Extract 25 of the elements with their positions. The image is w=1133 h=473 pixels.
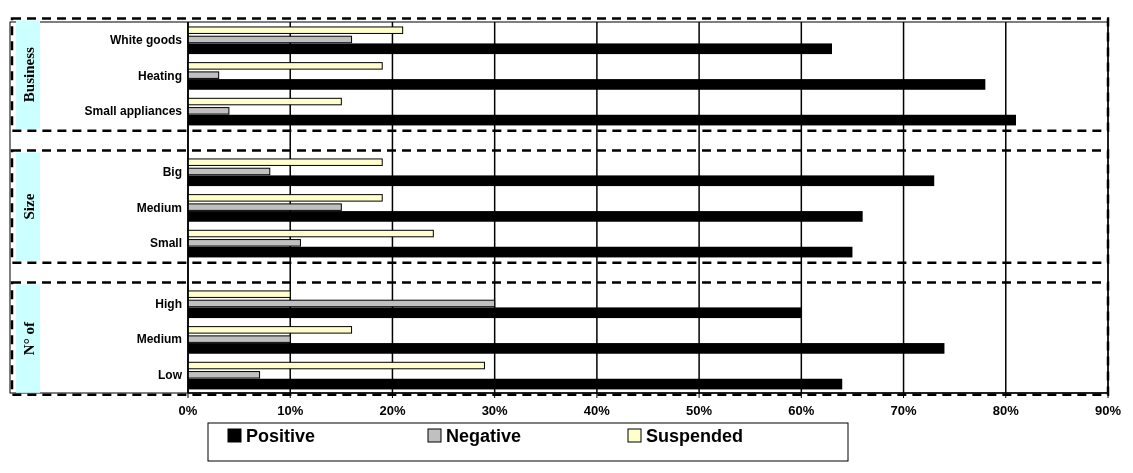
x-tick-label: 50% xyxy=(686,403,713,418)
y-tick-label: Small xyxy=(149,236,182,251)
x-tick-label: 70% xyxy=(890,403,917,418)
x-tick-label: 20% xyxy=(379,403,406,418)
y-tick-label: High xyxy=(155,296,182,311)
x-tick-label: 80% xyxy=(992,403,1020,418)
y-tick-label: Medium xyxy=(136,332,182,347)
x-tick-label: 40% xyxy=(583,403,611,418)
y-tick-label: Big xyxy=(162,164,182,179)
legend-label: Negative xyxy=(446,426,522,446)
y-tick-label: Medium xyxy=(136,200,182,215)
x-tick-label: 60% xyxy=(788,403,815,418)
y-tick-label: White goods xyxy=(110,32,183,47)
x-tick-label: 30% xyxy=(481,403,509,418)
x-tick-label: 10% xyxy=(277,403,304,418)
text: N° of xyxy=(21,321,37,356)
text: Business xyxy=(21,46,37,103)
legend-label: Positive xyxy=(246,426,316,446)
y-tick-label: Small appliances xyxy=(84,104,183,119)
text: Size xyxy=(21,193,37,220)
legend-label: Suspended xyxy=(646,426,744,446)
x-tick-label: 0% xyxy=(178,403,198,418)
y-tick-label: Low xyxy=(158,368,183,383)
y-tick-label: Heating xyxy=(137,68,182,83)
x-tick-label: 90% xyxy=(1094,403,1122,418)
